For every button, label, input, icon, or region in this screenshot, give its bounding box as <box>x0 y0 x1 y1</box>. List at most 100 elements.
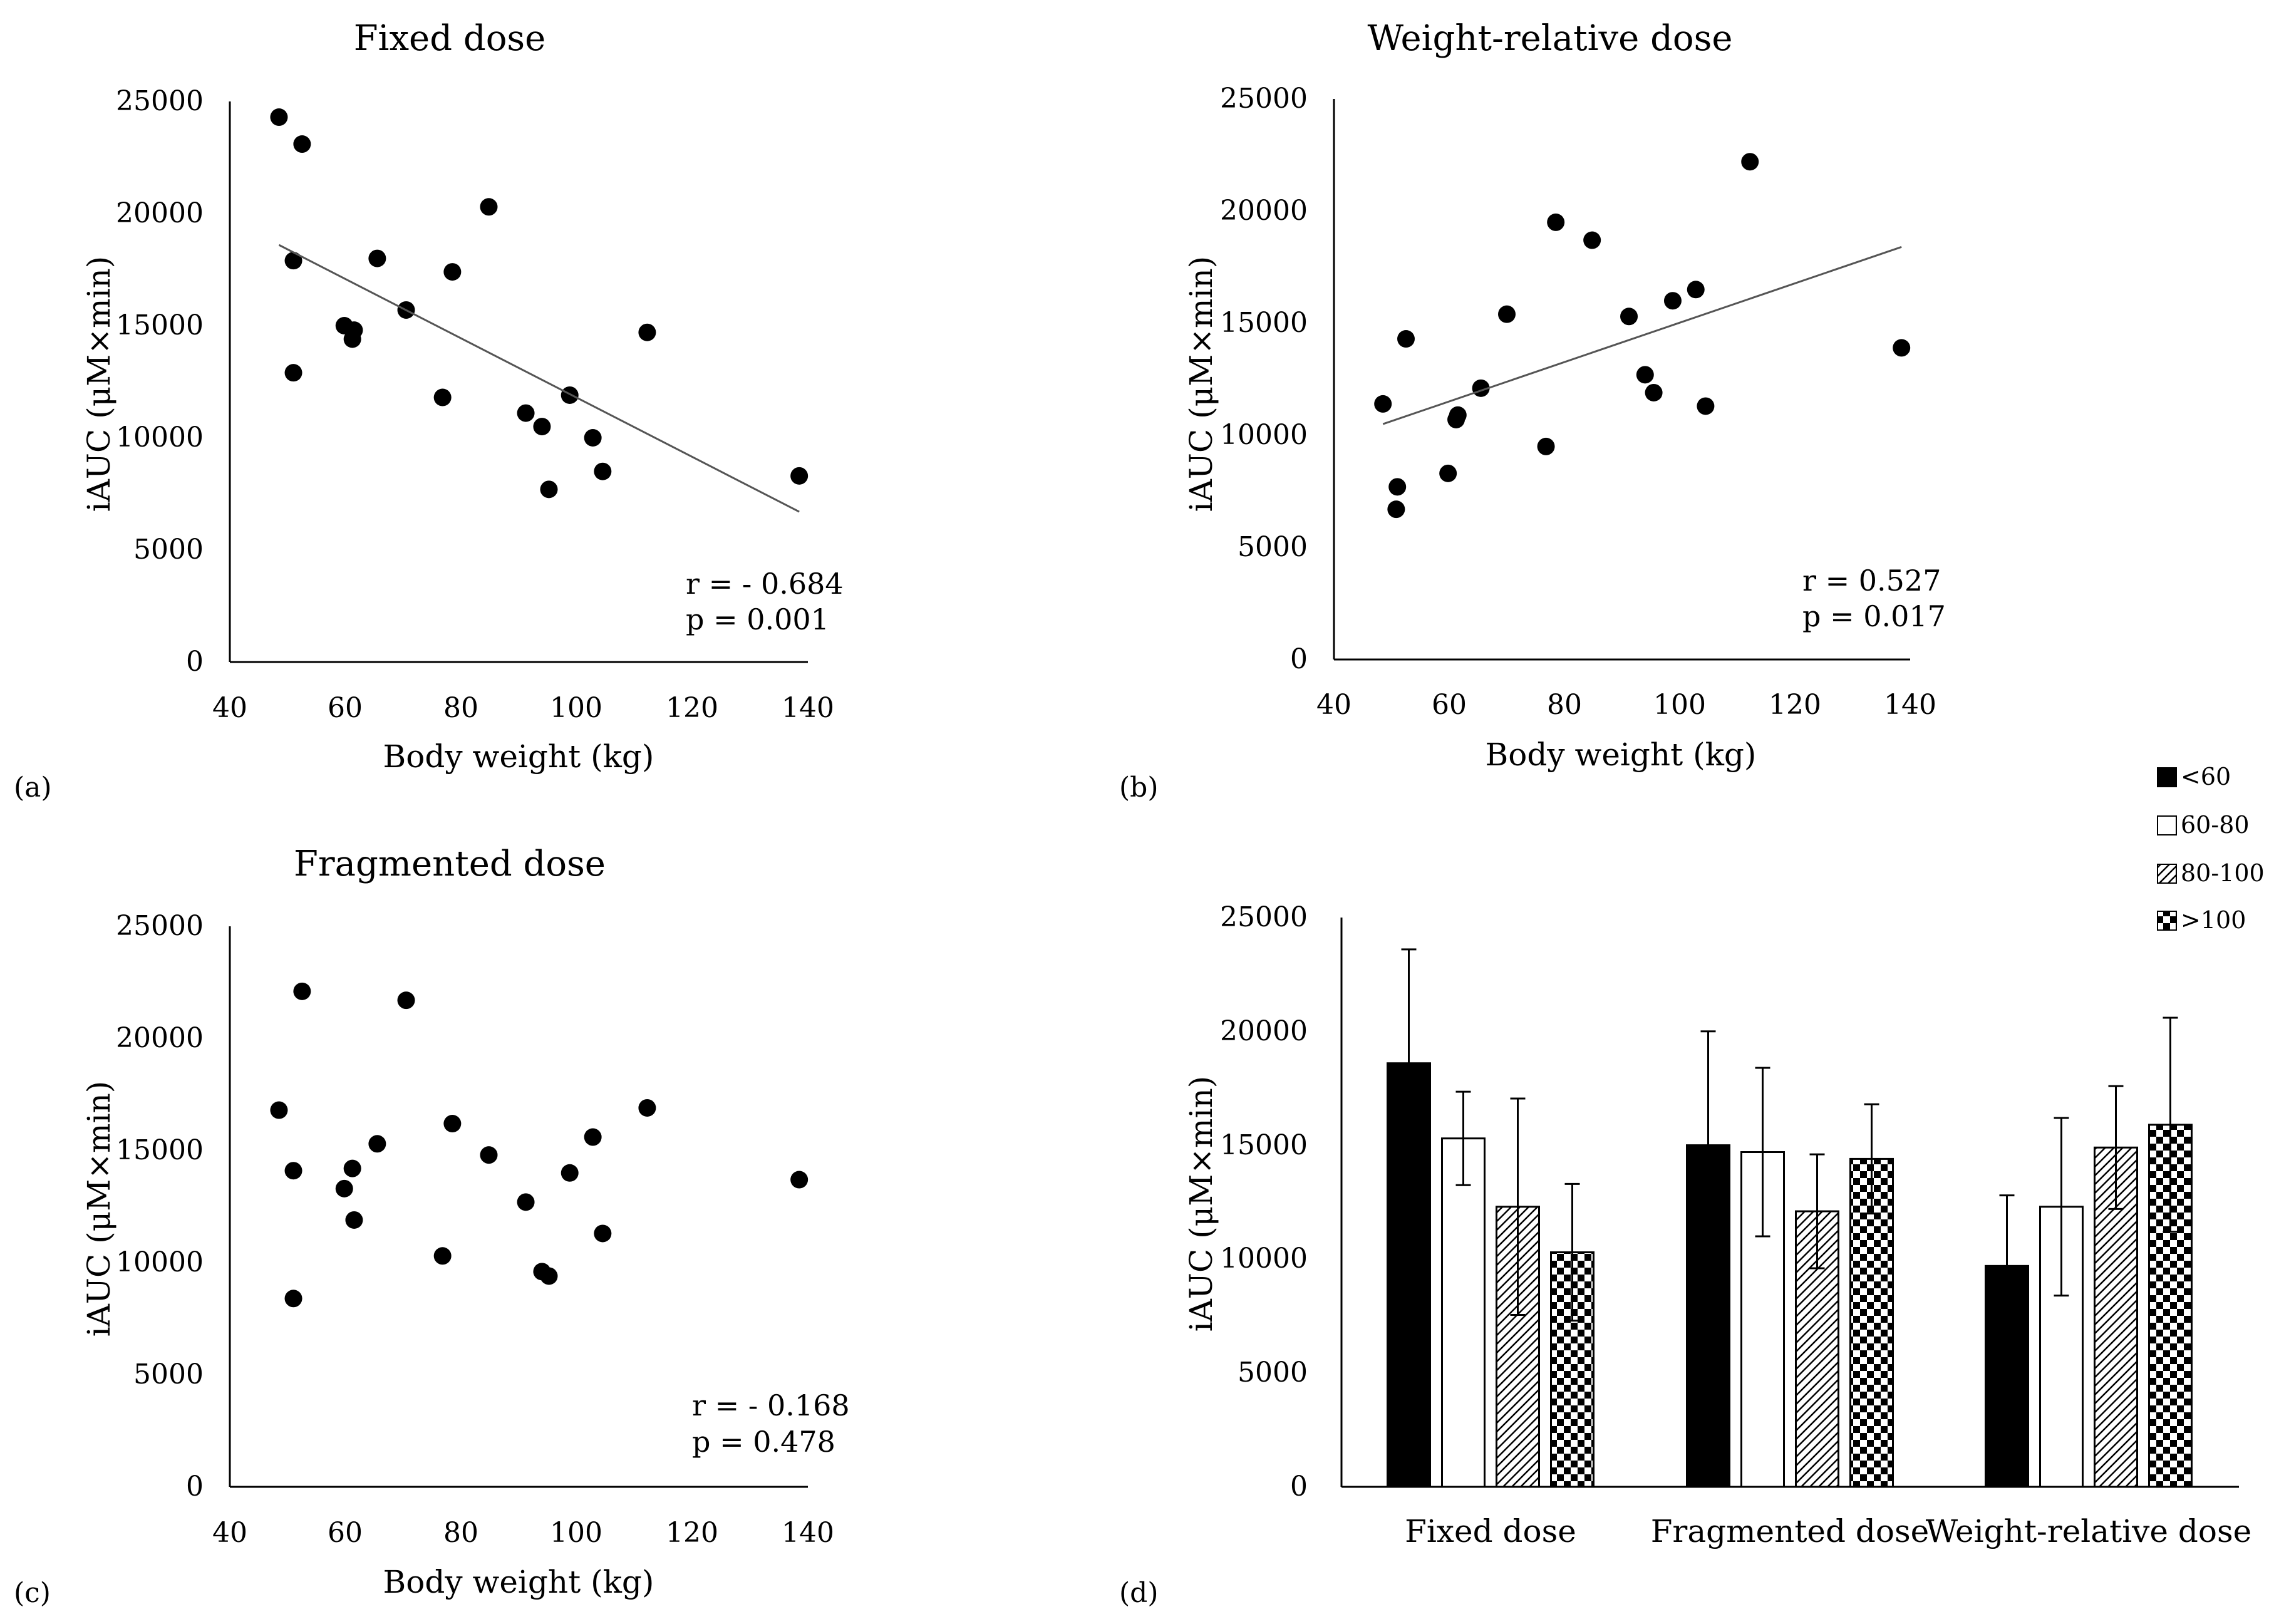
legend-item-60-80: 60-80 <box>2157 811 2250 839</box>
x-tick-label: 100 <box>1653 689 1706 721</box>
y-tick-label: 10000 <box>1220 1243 1308 1275</box>
y-tick-label: 5000 <box>1238 1357 1308 1389</box>
x-tick-label: 140 <box>782 692 834 724</box>
panel-c-points <box>270 982 809 1308</box>
scatter-point <box>335 1179 353 1197</box>
panel-a-trendline <box>278 244 800 513</box>
x-tick-label: 80 <box>443 1517 478 1549</box>
category-label: Weight-relative dose <box>1926 1513 2252 1549</box>
legend-label: >100 <box>2181 906 2246 934</box>
panel-c-xlabel: Body weight (kg) <box>383 1564 654 1600</box>
scatter-point <box>638 1099 656 1117</box>
scatter-point <box>1697 397 1715 415</box>
panel-c-r-value: r = - 0.168 <box>692 1389 850 1422</box>
y-tick-label: 25000 <box>1220 901 1308 933</box>
panel-b-xticks: 40 60 80 100 120 140 <box>1316 689 1936 721</box>
scatter-point <box>1687 281 1705 299</box>
legend-swatch <box>2157 815 2177 835</box>
x-tick-label: 40 <box>212 1517 247 1549</box>
y-tick-label: 20000 <box>1220 1015 1308 1047</box>
scatter-point <box>1620 308 1638 326</box>
x-tick-label: 140 <box>782 1517 834 1549</box>
legend-item-80-100: 80-100 <box>2157 859 2265 887</box>
x-tick-label: 60 <box>328 692 363 724</box>
y-tick-label: 0 <box>186 1471 204 1502</box>
legend-item-gt100: >100 <box>2157 906 2246 934</box>
y-tick-label: 10000 <box>116 1246 204 1278</box>
panel-d-categories: Fixed dose Fragmented dose Weight-relati… <box>1405 1513 2251 1549</box>
panel-d-label: (d) <box>1119 1577 1159 1609</box>
scatter-point <box>397 991 415 1010</box>
y-tick-label: 20000 <box>116 1022 204 1054</box>
scatter-point <box>1645 383 1663 401</box>
panel-a-points <box>270 108 809 499</box>
y-tick-label: 10000 <box>116 422 204 453</box>
panel-c-xticks: 40 60 80 100 120 140 <box>212 1517 834 1549</box>
panel-d-ylabel: iAUC (μM×min) <box>1183 1076 1219 1332</box>
scatter-point <box>638 323 656 341</box>
scatter-point <box>1439 464 1457 482</box>
panel-b-p-value: p = 0.017 <box>1802 599 1946 633</box>
legend-item-lt60: <60 <box>2157 763 2231 790</box>
panel-b-xlabel: Body weight (kg) <box>1486 737 1757 773</box>
panel-a-xticks: 40 60 80 100 120 140 <box>212 692 834 724</box>
x-tick-label: 100 <box>550 1517 602 1549</box>
scatter-point <box>480 198 498 216</box>
scatter-point <box>1388 478 1407 496</box>
panel-d-yticks: 0 5000 10000 15000 20000 25000 <box>1220 901 1308 1502</box>
scatter-point <box>270 108 288 127</box>
panel-b-title: Weight-relative dose <box>1367 18 1732 59</box>
scatter-point <box>561 1164 579 1182</box>
scatter-point <box>790 467 809 485</box>
scatter-point <box>433 1247 452 1265</box>
x-tick-label: 120 <box>666 1517 718 1549</box>
panel-d-bars <box>1387 948 2193 1488</box>
scatter-point <box>1663 292 1682 310</box>
scatter-point <box>1449 406 1467 424</box>
scatter-point <box>1893 339 1911 357</box>
scatter-point <box>284 364 302 382</box>
scatter-point <box>533 418 551 436</box>
x-tick-label: 120 <box>1769 689 1821 721</box>
panel-c-p-value: p = 0.478 <box>692 1425 835 1459</box>
y-tick-label: 15000 <box>116 1134 204 1166</box>
scatter-point <box>594 462 612 480</box>
x-tick-label: 80 <box>1547 689 1582 721</box>
scatter-point <box>594 1224 612 1243</box>
panel-b-label: (b) <box>1119 772 1159 804</box>
legend-label: 60-80 <box>2181 811 2250 839</box>
y-tick-label: 15000 <box>116 309 204 341</box>
scatter-point <box>1583 231 1601 249</box>
scatter-point <box>1636 366 1654 384</box>
panel-b-points <box>1374 153 1911 519</box>
scatter-point <box>517 1193 535 1211</box>
scatter-point <box>540 1267 558 1285</box>
panel-d: iAUC (μM×min) 0 5000 10000 15000 20000 2… <box>1119 763 2265 1609</box>
x-tick-label: 100 <box>550 692 602 724</box>
scatter-point <box>343 1159 361 1177</box>
y-tick-label: 15000 <box>1220 307 1308 339</box>
y-tick-label: 10000 <box>1220 419 1308 451</box>
panel-c-yticks: 0 5000 10000 15000 20000 25000 <box>116 910 204 1502</box>
y-tick-label: 5000 <box>1238 531 1308 563</box>
scatter-point <box>284 252 302 270</box>
y-tick-label: 5000 <box>133 1358 204 1390</box>
scatter-point <box>284 1290 302 1308</box>
legend-label: <60 <box>2181 763 2231 790</box>
panel-a-label: (a) <box>14 772 52 804</box>
scatter-point <box>480 1146 498 1164</box>
panel-a-yticks: 0 5000 10000 15000 20000 25000 <box>116 85 204 678</box>
legend-label: 80-100 <box>2181 859 2265 887</box>
panel-b-trendline <box>1382 246 1902 425</box>
scatter-point <box>517 404 535 422</box>
scatter-point <box>443 1115 462 1133</box>
category-label: Fixed dose <box>1405 1513 1576 1549</box>
y-tick-label: 5000 <box>133 534 204 566</box>
x-tick-label: 80 <box>443 692 478 724</box>
panel-b-ylabel: iAUC (μM×min) <box>1183 256 1219 512</box>
scatter-point <box>1537 437 1555 455</box>
panel-c-label: (c) <box>14 1577 51 1609</box>
scatter-point <box>368 249 386 267</box>
scatter-point <box>1498 305 1516 323</box>
